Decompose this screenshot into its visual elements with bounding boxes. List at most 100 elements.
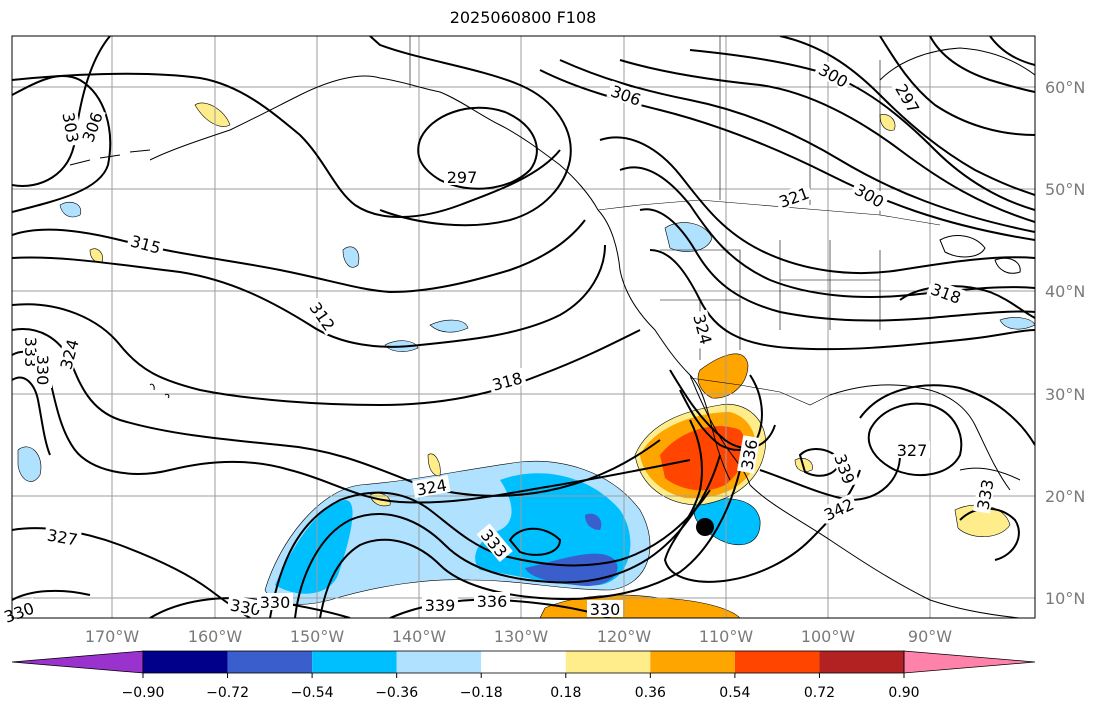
colorbar-tick-label: −0.90 <box>122 685 165 701</box>
contour-line <box>12 303 641 407</box>
contour-line <box>559 59 1035 233</box>
contour-label-background <box>894 441 930 458</box>
colorbar-extend-low <box>11 650 144 674</box>
contour-label-background <box>973 475 997 514</box>
longitude-tick-label: 100°W <box>801 627 856 646</box>
colorbar-tick-label: 0.18 <box>550 685 581 701</box>
mexico-coast <box>749 484 1021 618</box>
colorbar-tick-label: 0.72 <box>804 685 835 701</box>
longitude-labels: 170°W 160°W 150°W 140°W 130°W 120°W 110°W 100°W… <box>85 627 952 646</box>
contour-label: 336 <box>477 592 508 611</box>
province-borders <box>719 36 881 215</box>
negative-anomaly-region <box>59 201 82 218</box>
contour-label-background <box>474 592 510 609</box>
colorbar-band <box>565 651 651 673</box>
figure-title: 2025060800 F108 <box>449 8 597 27</box>
contour-label-background <box>813 58 854 92</box>
contour-label-background <box>849 178 890 212</box>
west-coast <box>597 209 731 481</box>
contour-line <box>12 219 586 294</box>
negative-anomaly-region <box>429 319 469 333</box>
shaded-field-layer <box>17 102 1035 618</box>
gulf-coast <box>829 384 1011 491</box>
contour-label-background <box>487 367 527 394</box>
colorbar-band <box>819 651 904 673</box>
contour-line <box>879 36 1035 136</box>
storm-center-marker <box>696 518 714 536</box>
contour-line <box>508 527 562 556</box>
colorbar-band <box>650 651 735 673</box>
contour-line <box>269 489 711 618</box>
contour-line <box>669 369 776 449</box>
contour-line <box>417 106 538 190</box>
longitude-tick-label: 110°W <box>699 627 754 646</box>
contour-line <box>369 36 572 227</box>
colorbar-tick-label: −0.36 <box>375 685 418 701</box>
colorbar: −0.90 −0.72 −0.54 −0.36 −0.18 0.18 0.36 0.54 0.7… <box>11 650 1036 701</box>
contour-label-background <box>55 334 82 374</box>
longitude-tick-label: 130°W <box>494 627 549 646</box>
contour-label-background <box>587 600 623 617</box>
longitude-tick-label: 170°W <box>85 627 140 646</box>
negative-anomaly-region <box>342 246 360 268</box>
colorbar-tick-label: 0.54 <box>719 685 750 701</box>
contour-label-background <box>35 352 52 388</box>
longitude-tick-label: 90°W <box>908 627 952 646</box>
contour-line <box>663 419 861 583</box>
positive-anomaly-region <box>697 353 749 399</box>
great-lakes <box>939 235 1021 274</box>
alaska-coastline <box>149 75 599 211</box>
contour-label-background <box>891 78 925 119</box>
colorbar-outline <box>142 650 905 674</box>
contour-line <box>689 49 1035 211</box>
contour-line <box>929 36 1035 93</box>
coastline-layer <box>69 47 1035 618</box>
contour-label-background <box>422 596 458 613</box>
colorbar-band <box>481 651 566 673</box>
contour-line <box>779 36 1035 196</box>
negative-anomaly-strong <box>585 513 602 530</box>
colorbar-tick-label: 0.90 <box>888 685 919 701</box>
contour-label-background <box>444 168 480 185</box>
colorbar-band <box>396 651 482 673</box>
us-mexico-border <box>689 377 831 406</box>
contour-label-background <box>606 80 647 109</box>
cuba <box>959 467 1021 481</box>
contour-line <box>649 249 1035 351</box>
contour-label: 297 <box>447 168 478 187</box>
contour-label-background <box>77 106 106 147</box>
contour-label-background <box>305 296 341 336</box>
negative-anomaly-region <box>999 317 1035 330</box>
contour-label-background <box>226 595 265 619</box>
contour-label: 330 <box>260 593 291 612</box>
contour-label-background <box>690 309 717 349</box>
colorbar-tick-label: 0.36 <box>635 685 666 701</box>
positive-anomaly-region <box>194 102 231 127</box>
colorbar-tick-label: −0.18 <box>460 685 503 701</box>
latitude-tick-label: 10°N <box>1045 589 1085 608</box>
contour-label-background <box>0 597 39 626</box>
contour-label: 330 <box>590 600 621 619</box>
colorbar-tick-label: −0.54 <box>291 685 334 701</box>
baja-california <box>689 374 751 486</box>
latitude-tick-label: 40°N <box>1045 282 1085 301</box>
negative-anomaly-region <box>664 222 713 252</box>
contour-label: 327 <box>897 441 928 460</box>
latitude-labels: 60°N 50°N 40°N 30°N 20°N 10°N <box>1045 78 1085 608</box>
longitude-tick-label: 140°W <box>392 627 447 646</box>
contour-label-background <box>818 493 859 525</box>
contour-line <box>12 376 51 456</box>
contour-label-background <box>59 108 83 147</box>
colorbar-extend-high <box>903 650 1036 674</box>
colorbar-band <box>734 651 820 673</box>
contour-label-background <box>773 182 814 211</box>
map-frame <box>11 35 1036 619</box>
contour-line <box>639 208 1035 322</box>
contour-line <box>599 136 1035 275</box>
contour-label: 330 <box>2 598 37 626</box>
contour-label-background <box>412 475 451 499</box>
colorbar-band <box>312 651 397 673</box>
contour-label: 339 <box>425 596 456 615</box>
contour-label: 330 <box>33 355 52 386</box>
